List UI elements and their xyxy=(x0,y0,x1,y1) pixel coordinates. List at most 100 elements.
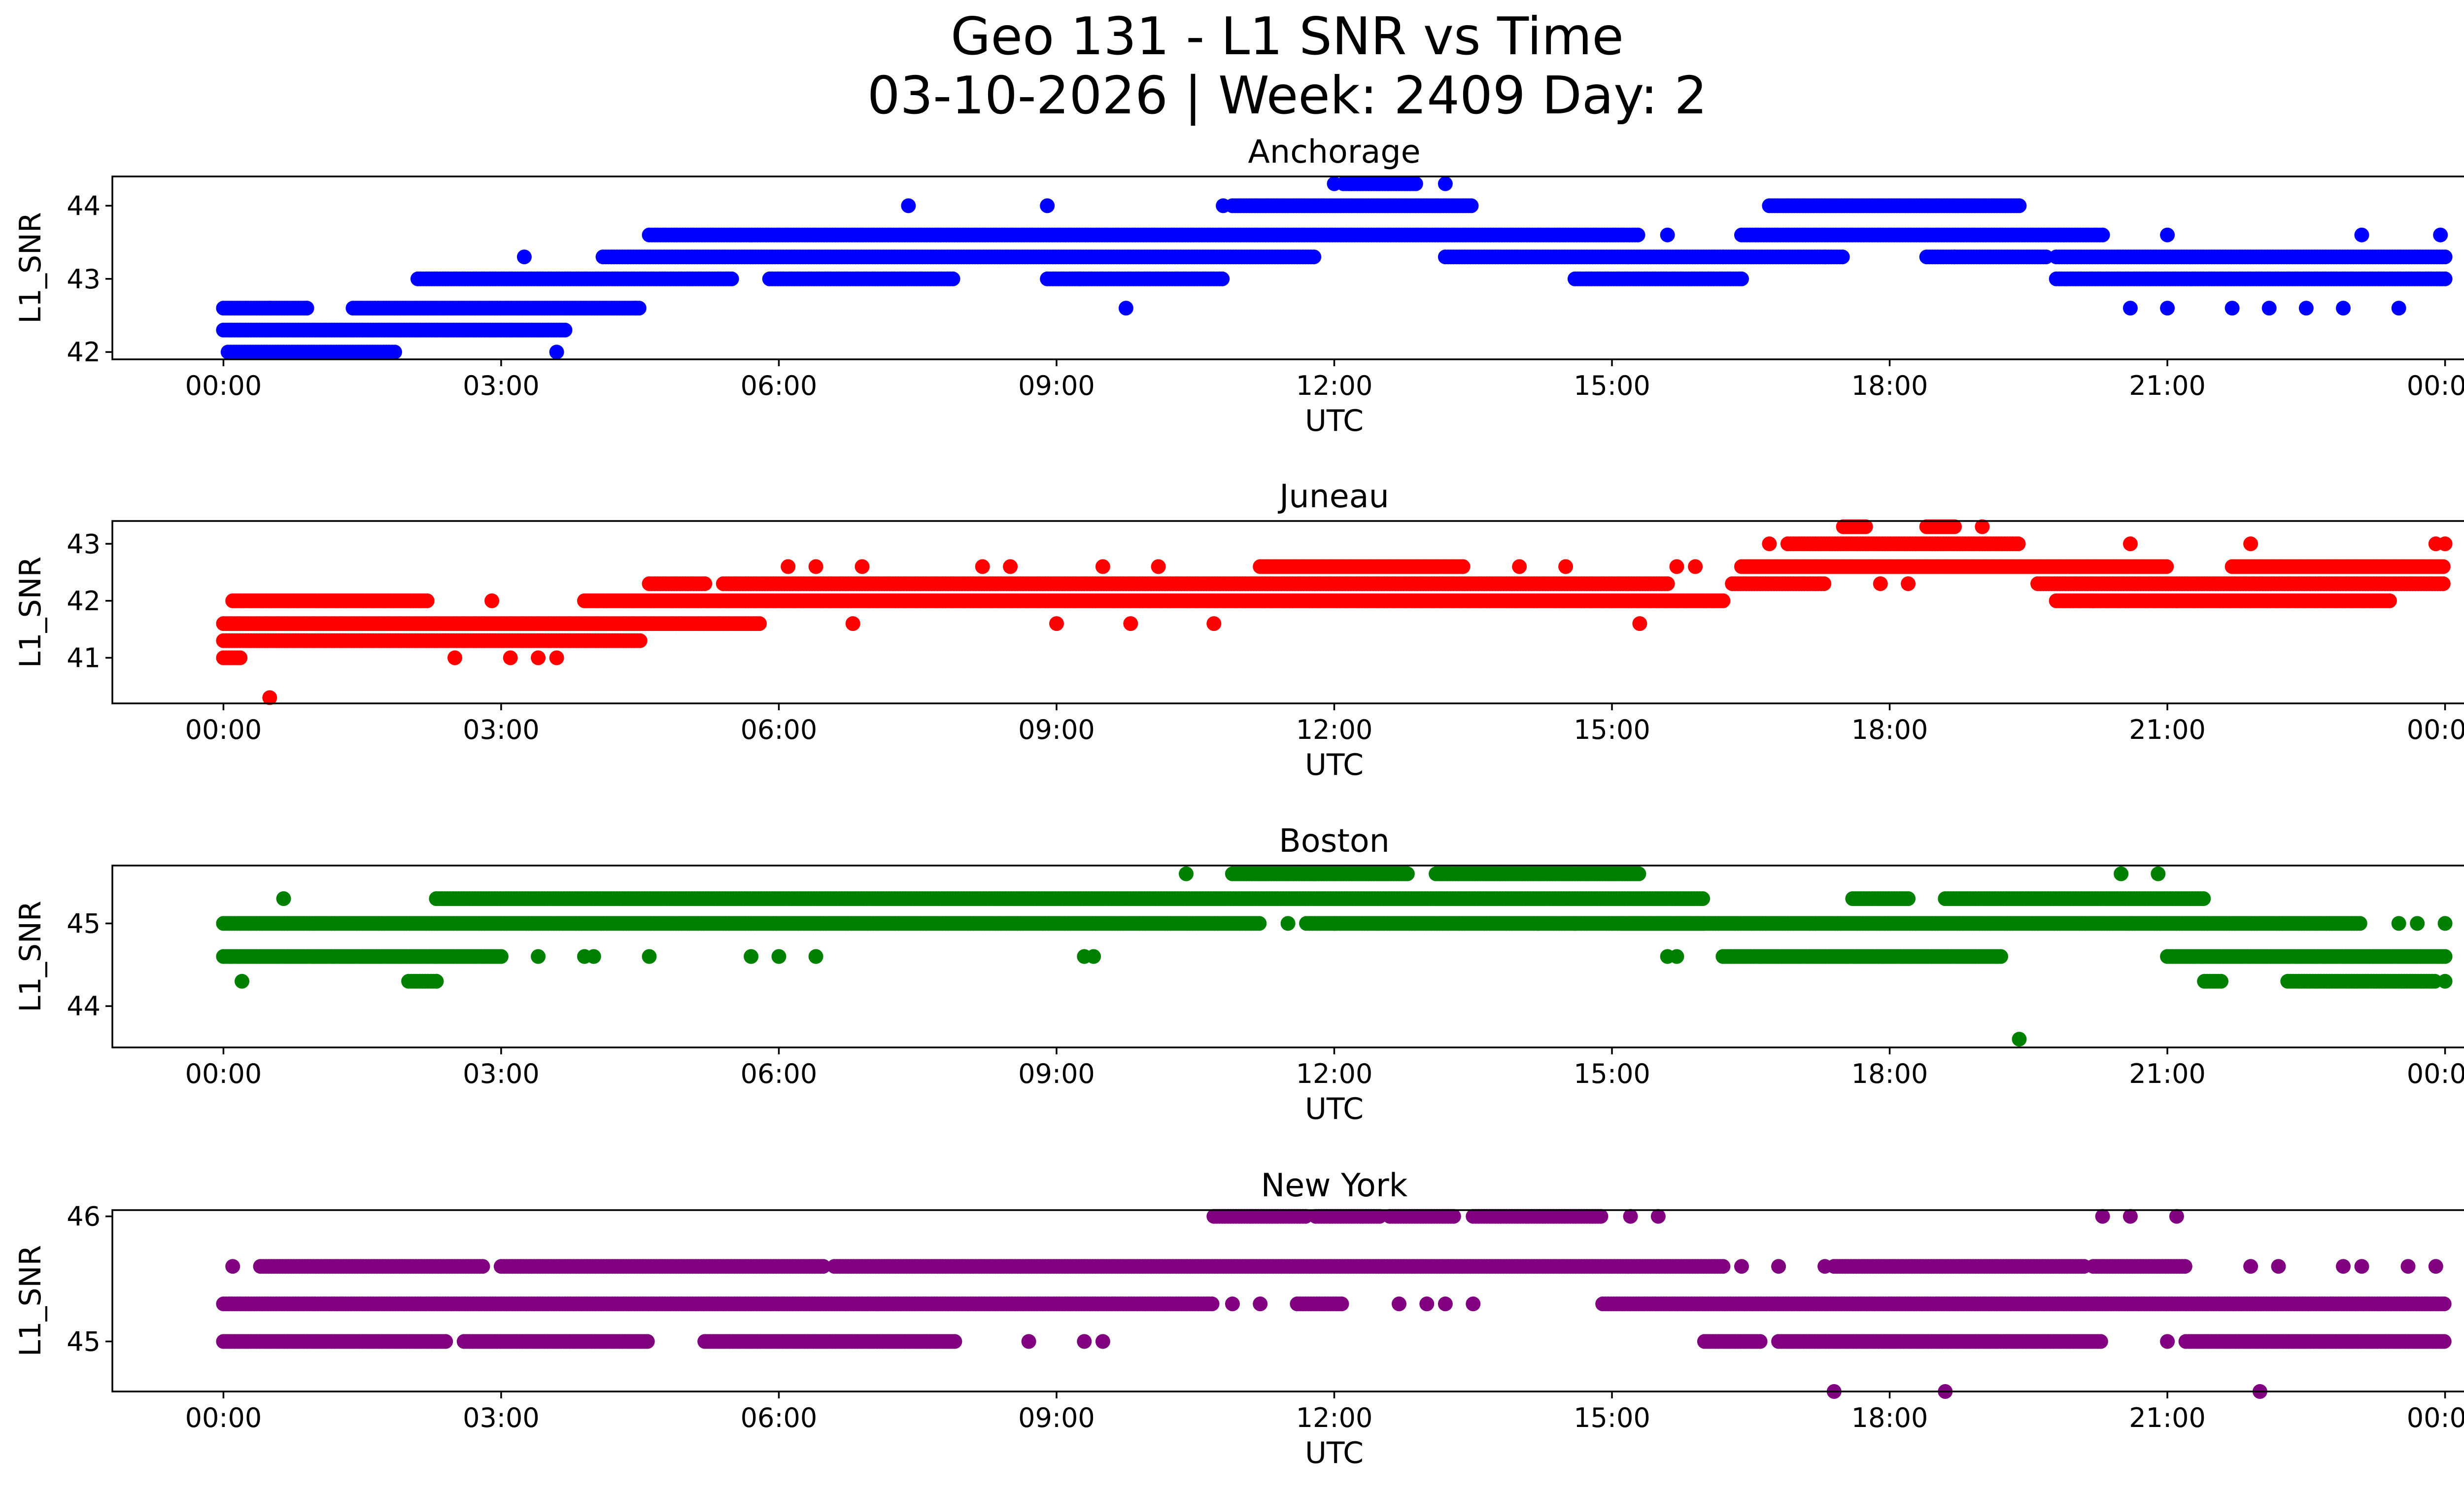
data-point xyxy=(1734,271,1749,286)
data-point xyxy=(1817,249,1833,265)
data-point xyxy=(1151,559,1166,574)
scatter-series xyxy=(216,519,2453,705)
data-point xyxy=(1306,249,1322,265)
y-axis-label: L1_SNR xyxy=(13,212,48,323)
panel-title: Juneau xyxy=(1277,478,1389,515)
data-point xyxy=(1558,559,1574,574)
data-point xyxy=(447,650,462,665)
data-point xyxy=(516,249,532,265)
panel-anchorage: 00:00 03:00 06:00 09:00 12:00 15:00 18:00 21:00… xyxy=(13,134,2464,438)
x-tick-label: 00:00 xyxy=(2407,714,2464,745)
data-point xyxy=(1072,271,1087,286)
scatter-series xyxy=(216,176,2453,360)
data-point xyxy=(299,301,314,316)
data-point xyxy=(2011,536,2026,552)
data-point xyxy=(901,198,916,213)
data-point xyxy=(752,616,767,631)
data-point xyxy=(2437,949,2453,964)
data-point xyxy=(1118,301,1133,316)
x-tick-label: 09:00 xyxy=(1018,714,1095,745)
data-point xyxy=(781,559,796,574)
data-point xyxy=(1715,249,1731,265)
data-point xyxy=(531,650,546,665)
data-point xyxy=(855,559,870,574)
data-point xyxy=(1095,559,1110,574)
data-point xyxy=(549,345,564,360)
data-point xyxy=(1049,616,1064,631)
x-tick-label: 12:00 xyxy=(1296,370,1373,401)
data-point xyxy=(2435,559,2451,574)
data-point xyxy=(2160,301,2175,316)
x-axis-label: UTC xyxy=(1305,748,1364,782)
x-tick-label: 18:00 xyxy=(1851,370,1928,401)
x-tick-label: 15:00 xyxy=(1574,714,1650,745)
x-tick-label: 00:00 xyxy=(2407,370,2464,401)
data-point xyxy=(2382,593,2397,608)
data-point xyxy=(975,559,990,574)
data-point xyxy=(1669,559,1684,574)
data-point xyxy=(1632,616,1647,631)
x-tick-label: 21:00 xyxy=(2129,370,2206,401)
y-tick-label: 42 xyxy=(67,586,101,617)
data-point xyxy=(632,633,648,648)
data-point xyxy=(233,650,248,665)
y-tick-label: 43 xyxy=(67,528,101,559)
data-point xyxy=(1947,249,1962,265)
data-point xyxy=(2122,536,2138,552)
data-point xyxy=(2437,536,2453,552)
x-tick-label: 12:00 xyxy=(1296,714,1373,745)
panel-juneau: 00:00 03:00 06:00 09:00 12:00 15:00 18:00 21:00… xyxy=(13,478,2464,782)
data-point xyxy=(945,271,960,286)
x-axis-label: UTC xyxy=(1305,404,1364,438)
data-point xyxy=(1206,616,1222,631)
y-axis-label: L1_SNR xyxy=(13,556,48,668)
x-tick-label: 03:00 xyxy=(463,370,540,401)
data-point xyxy=(1003,559,1018,574)
data-point xyxy=(1630,227,1645,243)
x-tick-label: 21:00 xyxy=(2129,714,2206,745)
data-point xyxy=(484,593,500,608)
data-point xyxy=(503,650,518,665)
data-point xyxy=(1040,198,1055,213)
y-tick-label: 41 xyxy=(67,643,101,674)
data-point xyxy=(1216,198,1231,213)
data-point xyxy=(2159,559,2174,574)
data-point xyxy=(2086,593,2101,608)
data-point xyxy=(1123,616,1138,631)
data-point xyxy=(419,593,435,608)
x-tick-label: 06:00 xyxy=(741,370,818,401)
data-point xyxy=(2224,301,2240,316)
data-point xyxy=(2122,301,2138,316)
x-tick-label: 18:00 xyxy=(1851,714,1928,745)
data-point xyxy=(2160,227,2175,243)
data-point xyxy=(1688,559,1703,574)
data-point xyxy=(1408,176,1423,191)
data-point xyxy=(1993,949,2008,964)
x-tick-label: 00:00 xyxy=(185,714,262,745)
data-point xyxy=(2354,227,2369,243)
data-point xyxy=(1327,176,1342,191)
data-point xyxy=(1512,559,1527,574)
data-point xyxy=(1816,576,1832,591)
data-point xyxy=(2435,576,2451,591)
data-point xyxy=(1660,576,1675,591)
data-point xyxy=(2433,227,2448,243)
data-point xyxy=(2214,973,2228,989)
data-point xyxy=(2169,593,2184,608)
subplot-panels: 00:00 03:00 06:00 09:00 12:00 15:00 18:00 21:00… xyxy=(13,134,2464,1470)
data-point xyxy=(1873,576,1888,591)
data-point xyxy=(1437,176,1453,191)
y-tick-label: 43 xyxy=(67,264,101,295)
data-point xyxy=(1762,536,1777,552)
figure-title-line1: Geo 131 - L1 SNR vs Time xyxy=(951,6,1624,67)
x-tick-label: 09:00 xyxy=(1018,370,1095,401)
data-point xyxy=(1901,576,1916,591)
y-tick-label: 42 xyxy=(67,337,101,368)
data-point xyxy=(1715,593,1731,608)
data-point xyxy=(2039,249,2053,265)
data-point xyxy=(2012,198,2027,213)
data-point xyxy=(557,322,573,338)
data-point xyxy=(845,616,860,631)
data-point xyxy=(2243,536,2259,552)
